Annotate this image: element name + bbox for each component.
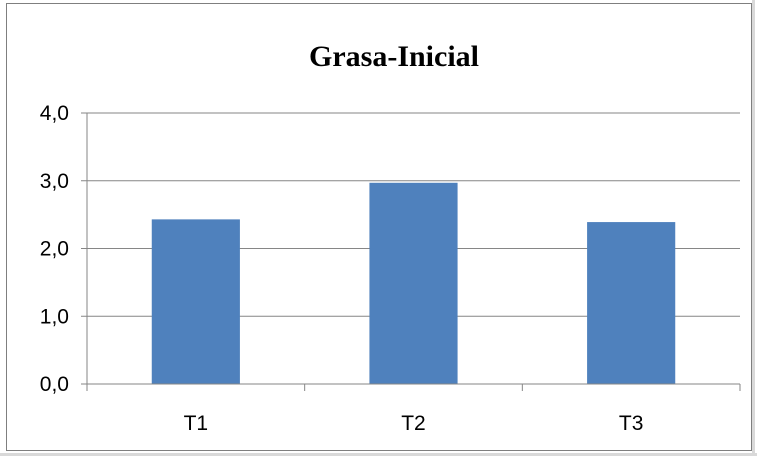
y-tick-label: 2,0	[40, 238, 69, 261]
y-tick-label: 3,0	[40, 170, 69, 193]
window-edge-bottom	[0, 453, 757, 456]
bar-t2	[369, 182, 458, 384]
window-edge-right	[752, 0, 755, 456]
axes	[81, 112, 741, 391]
x-tick-label: T1	[184, 412, 209, 435]
y-tick-labels: 0,0 1,0 2,0 3,0 4,0	[40, 102, 69, 396]
y-tick-label: 1,0	[40, 305, 69, 328]
bar-t3	[587, 222, 676, 384]
x-tick-label: T3	[619, 412, 644, 435]
bars	[151, 182, 676, 384]
y-tick-label: 4,0	[40, 102, 69, 125]
x-tick-label: T2	[401, 412, 426, 435]
y-tick-label: 0,0	[40, 373, 69, 396]
bar-t1	[151, 219, 240, 384]
x-tick-labels: T1 T2 T3	[184, 412, 644, 435]
chart-title: Grasa-Inicial	[309, 40, 479, 73]
